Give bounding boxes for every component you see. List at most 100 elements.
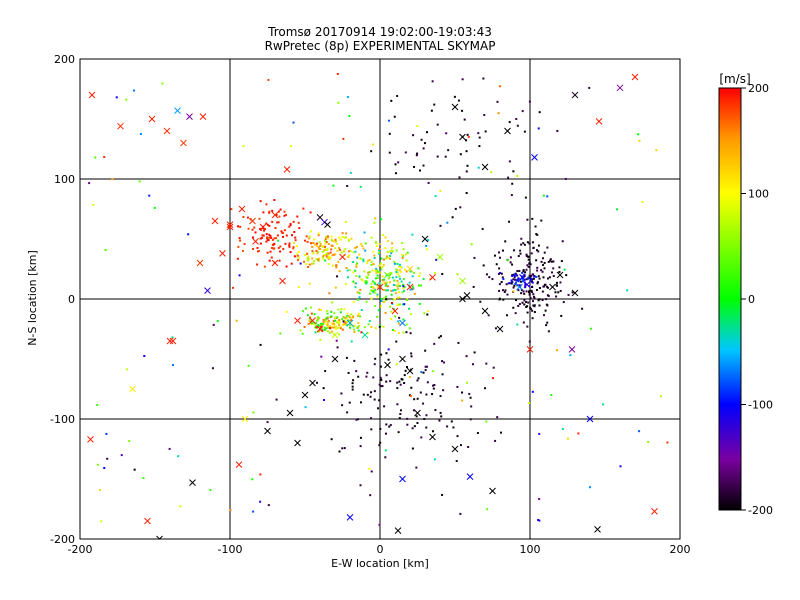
data-point-dot: [343, 236, 346, 239]
data-point-dot: [523, 299, 526, 302]
plot-frame: [79, 58, 681, 540]
data-point-dot: [384, 284, 387, 287]
data-point-dot: [311, 250, 314, 253]
data-point-dot: [434, 195, 437, 198]
data-point-dot: [303, 260, 306, 263]
data-point-dot: [309, 242, 312, 245]
data-point-dot: [326, 326, 329, 329]
data-point-cross: [568, 346, 576, 353]
data-point-dot: [352, 325, 355, 328]
data-point-dot: [515, 274, 518, 277]
data-point-dot: [531, 281, 534, 284]
data-point-dot: [641, 200, 644, 203]
data-point-dot: [319, 338, 322, 341]
data-point-dot: [535, 233, 538, 236]
data-point-cross: [531, 154, 538, 161]
data-point-dot: [313, 260, 316, 263]
data-point-dot: [330, 244, 333, 247]
y-tick-label: -100: [50, 413, 75, 426]
data-point-dot: [514, 278, 517, 281]
data-point-dot: [334, 286, 337, 289]
data-point-cross: [489, 487, 496, 495]
data-point-dot: [311, 245, 314, 248]
data-point-dot: [330, 315, 333, 318]
data-point-dot: [558, 266, 561, 269]
data-point-dot: [529, 263, 532, 266]
data-point-dot: [315, 244, 318, 247]
data-point-dot: [416, 379, 419, 382]
data-point-dot: [510, 281, 513, 284]
data-point-dot: [247, 227, 250, 230]
data-point-dot: [638, 430, 641, 433]
data-point-dot: [323, 329, 326, 332]
data-point-cross: [504, 127, 511, 135]
data-point-dot: [265, 222, 268, 225]
data-point-dot: [328, 256, 331, 259]
data-point-dot: [538, 304, 541, 307]
data-point-cross: [180, 139, 187, 147]
data-point-dot: [324, 239, 327, 242]
data-point-cross: [252, 238, 259, 245]
data-point-dot: [537, 299, 540, 302]
data-point-dot: [375, 267, 378, 270]
data-point-dot: [404, 369, 407, 372]
data-point-dot: [338, 318, 341, 321]
data-point-cross: [196, 259, 204, 267]
data-point-dot: [521, 301, 524, 304]
data-point-dot: [355, 370, 358, 373]
data-point-dot: [256, 246, 259, 249]
data-point-dot: [339, 311, 342, 314]
data-point-dot: [348, 401, 351, 404]
data-point-dot: [277, 221, 280, 224]
data-point-dot: [352, 301, 355, 304]
data-point-dot: [317, 232, 320, 235]
data-point-dot: [457, 341, 460, 344]
data-point-dot: [418, 302, 421, 305]
data-point-dot: [340, 308, 343, 311]
data-point-dot: [314, 326, 317, 329]
data-point-dot: [424, 349, 427, 352]
data-point-dot: [517, 277, 520, 280]
data-point-dot: [544, 309, 547, 312]
data-point-dot: [507, 282, 510, 285]
data-point-dot: [293, 255, 296, 258]
data-point-dot: [552, 267, 555, 270]
data-point-dot: [347, 254, 350, 257]
data-point-dot: [288, 242, 291, 245]
data-point-dot: [359, 445, 362, 448]
data-point-dot: [374, 217, 377, 220]
data-point-dot: [371, 286, 374, 289]
data-point-cross: [631, 73, 639, 81]
data-point-dot: [512, 249, 515, 252]
data-point-dot: [352, 280, 355, 283]
data-point-dot: [372, 291, 375, 294]
data-point-dot: [359, 436, 362, 439]
data-point-dot: [558, 270, 561, 273]
data-point-dot: [267, 504, 270, 507]
data-point-dot: [416, 125, 419, 128]
data-point-dot: [487, 314, 490, 317]
data-point-dot: [296, 215, 299, 218]
data-point-dot: [519, 249, 522, 252]
data-point-dot: [324, 327, 327, 330]
data-point-dot: [315, 326, 318, 329]
data-point-dot: [441, 273, 444, 276]
data-point-dot: [528, 340, 531, 343]
data-point-dot: [358, 296, 361, 299]
data-point-dot: [337, 320, 340, 323]
data-point-dot: [326, 249, 329, 252]
data-point-dot: [325, 241, 328, 244]
data-point-dot: [356, 418, 359, 421]
data-point-dot: [304, 239, 307, 242]
data-point-dot: [522, 280, 525, 283]
data-point-dot: [357, 322, 360, 325]
data-point-cross: [399, 355, 406, 363]
data-point-dot: [383, 405, 386, 408]
data-point-dot: [373, 256, 376, 259]
data-point-dot: [384, 449, 387, 452]
data-point-dot: [372, 376, 375, 379]
data-point-dot: [326, 317, 329, 320]
data-point-dot: [285, 310, 288, 313]
data-point-dot: [548, 276, 551, 279]
